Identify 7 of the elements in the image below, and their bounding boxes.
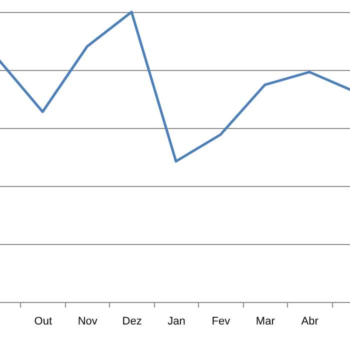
- x-tick-label: Nov: [78, 316, 98, 328]
- x-tick-label: Jan: [168, 316, 186, 328]
- x-tick-label: Dez: [122, 316, 142, 328]
- x-tick-label: Fev: [212, 316, 231, 328]
- x-tick-label: Abr: [301, 316, 319, 328]
- x-tick-label: Out: [34, 316, 52, 328]
- x-tick-label: Mar: [256, 316, 276, 328]
